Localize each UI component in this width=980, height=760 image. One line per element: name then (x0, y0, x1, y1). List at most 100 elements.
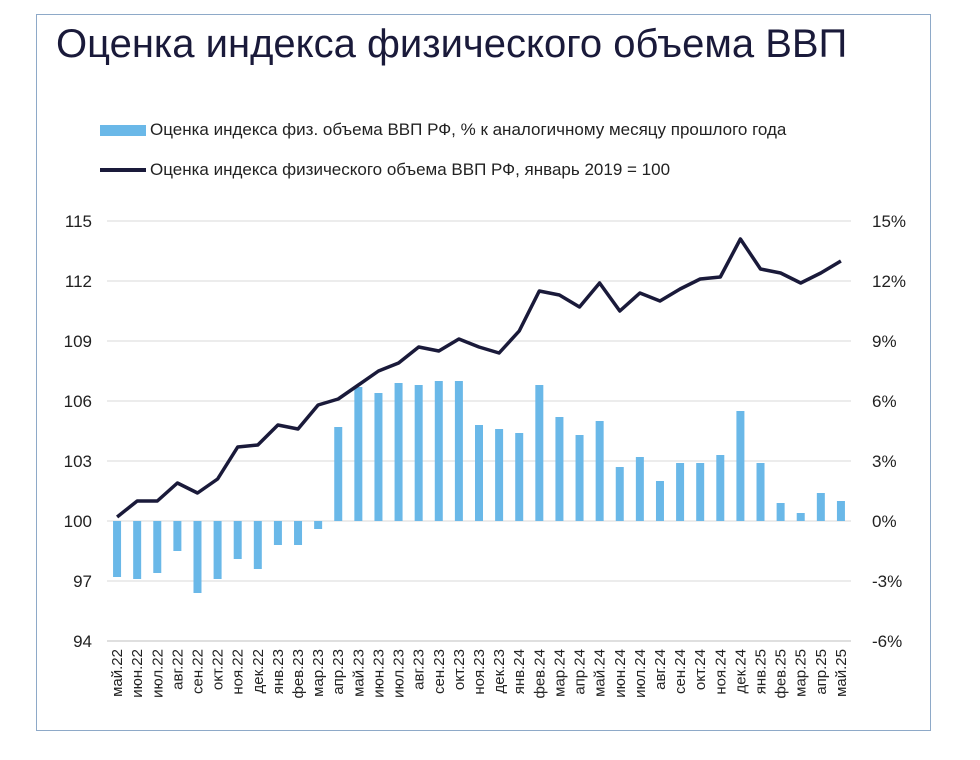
bar (354, 387, 363, 521)
bar (253, 521, 262, 569)
bar (676, 463, 685, 521)
bar (555, 417, 564, 521)
bar (213, 521, 222, 579)
chart-frame (36, 14, 931, 731)
x-tick-label: апр.23 (330, 649, 347, 695)
x-tick-label: май.25 (833, 649, 850, 697)
legend-label-line: Оценка индекса физического объема ВВП РФ… (150, 160, 671, 179)
y-left-tick-label: 106 (64, 392, 92, 411)
x-tick-label: мар.24 (551, 649, 568, 697)
y-left-tick-label: 115 (65, 212, 92, 231)
x-tick-label: авг.24 (652, 649, 669, 690)
y-right-tick-label: 9% (872, 332, 897, 351)
bar (173, 521, 182, 551)
bar (816, 493, 825, 521)
y-right-tick-label: 6% (872, 392, 897, 411)
x-tick-label: июл.24 (632, 649, 649, 698)
bar (374, 393, 383, 521)
bar (475, 425, 483, 521)
bar (776, 503, 785, 521)
bar (233, 521, 242, 559)
x-tick-label: авг.22 (169, 649, 186, 690)
x-tick-label: май.23 (350, 649, 367, 697)
bar (595, 421, 604, 521)
bar (273, 521, 282, 545)
legend-label-bars: Оценка индекса физ. объема ВВП РФ, % к а… (150, 120, 787, 139)
x-tick-label: июн.22 (129, 649, 146, 698)
y-left-tick-label: 97 (73, 572, 92, 591)
bar (454, 381, 463, 521)
bar (696, 463, 705, 521)
bar (836, 501, 845, 521)
y-left-tick-label: 94 (73, 632, 92, 651)
y-left-tick-label: 112 (65, 272, 92, 291)
y-left-tick-label: 103 (64, 452, 92, 471)
legend-item-bars: Оценка индекса физ. объема ВВП РФ, % к а… (100, 120, 786, 140)
x-tick-label: фев.24 (531, 649, 548, 699)
x-tick-label: дек.23 (491, 649, 508, 694)
x-tick-label: окт.22 (210, 649, 227, 690)
x-tick-label: сен.24 (672, 649, 689, 694)
bar (575, 435, 584, 521)
y-right-tick-label: 0% (872, 512, 897, 531)
x-tick-label: янв.24 (511, 649, 528, 694)
bar (796, 513, 805, 521)
legend-swatch-bars (100, 124, 146, 136)
x-tick-label: янв.23 (270, 649, 287, 694)
x-tick-label: июл.23 (391, 649, 408, 698)
x-tick-label: мар.25 (793, 649, 810, 697)
bar (314, 521, 323, 529)
y-right-tick-label: 3% (872, 452, 897, 471)
x-tick-label: июн.24 (612, 649, 629, 698)
y-right-tick-label: -6% (872, 632, 902, 651)
x-tick-label: май.24 (592, 649, 609, 697)
y-left-tick-label: 109 (64, 332, 92, 351)
x-tick-label: июл.22 (149, 649, 166, 698)
legend-item-line: Оценка индекса физического объема ВВП РФ… (100, 160, 670, 180)
x-tick-label: ноя.22 (230, 649, 247, 695)
x-tick-label: ноя.24 (712, 649, 729, 695)
legend-swatch-line (100, 168, 146, 172)
x-tick-label: фев.23 (290, 649, 307, 699)
bar (434, 381, 443, 521)
bar (716, 455, 725, 521)
series-line (116, 237, 842, 519)
x-tick-label: июн.23 (370, 649, 387, 698)
bar (495, 429, 504, 521)
bar (113, 521, 122, 577)
x-tick-label: янв.25 (753, 649, 770, 694)
x-tick-label: дек.24 (732, 649, 749, 694)
x-tick-label: окт.24 (692, 649, 709, 690)
bar (756, 463, 765, 521)
y-right-tick-label: 15% (872, 212, 906, 231)
bar (394, 383, 403, 521)
bar (615, 467, 624, 521)
x-tick-label: авг.23 (411, 649, 428, 690)
y-left-tick-label: 100 (64, 512, 92, 531)
bar (736, 411, 745, 521)
x-tick-label: фев.25 (773, 649, 790, 699)
bar (655, 481, 664, 521)
y-right-tick-label: 12% (872, 272, 906, 291)
bar (414, 385, 423, 521)
bar (635, 457, 644, 521)
chart-title: Оценка индекса физического объема ВВП (56, 22, 848, 66)
bar (153, 521, 162, 573)
x-tick-label: апр.25 (813, 649, 830, 695)
bar (535, 385, 544, 521)
x-tick-label: мар.23 (310, 649, 327, 697)
x-tick-label: апр.24 (572, 649, 589, 695)
x-tick-label: сен.22 (189, 649, 206, 694)
x-tick-label: ноя.23 (471, 649, 488, 695)
y-right-tick-label: -3% (872, 572, 902, 591)
bar (334, 427, 343, 521)
bar (193, 521, 202, 593)
x-tick-label: окт.23 (451, 649, 468, 690)
x-tick-label: дек.22 (250, 649, 267, 694)
bar (515, 433, 524, 521)
bar (294, 521, 303, 545)
bar (133, 521, 142, 579)
x-tick-label: май.22 (109, 649, 126, 697)
x-tick-label: сен.23 (431, 649, 448, 694)
